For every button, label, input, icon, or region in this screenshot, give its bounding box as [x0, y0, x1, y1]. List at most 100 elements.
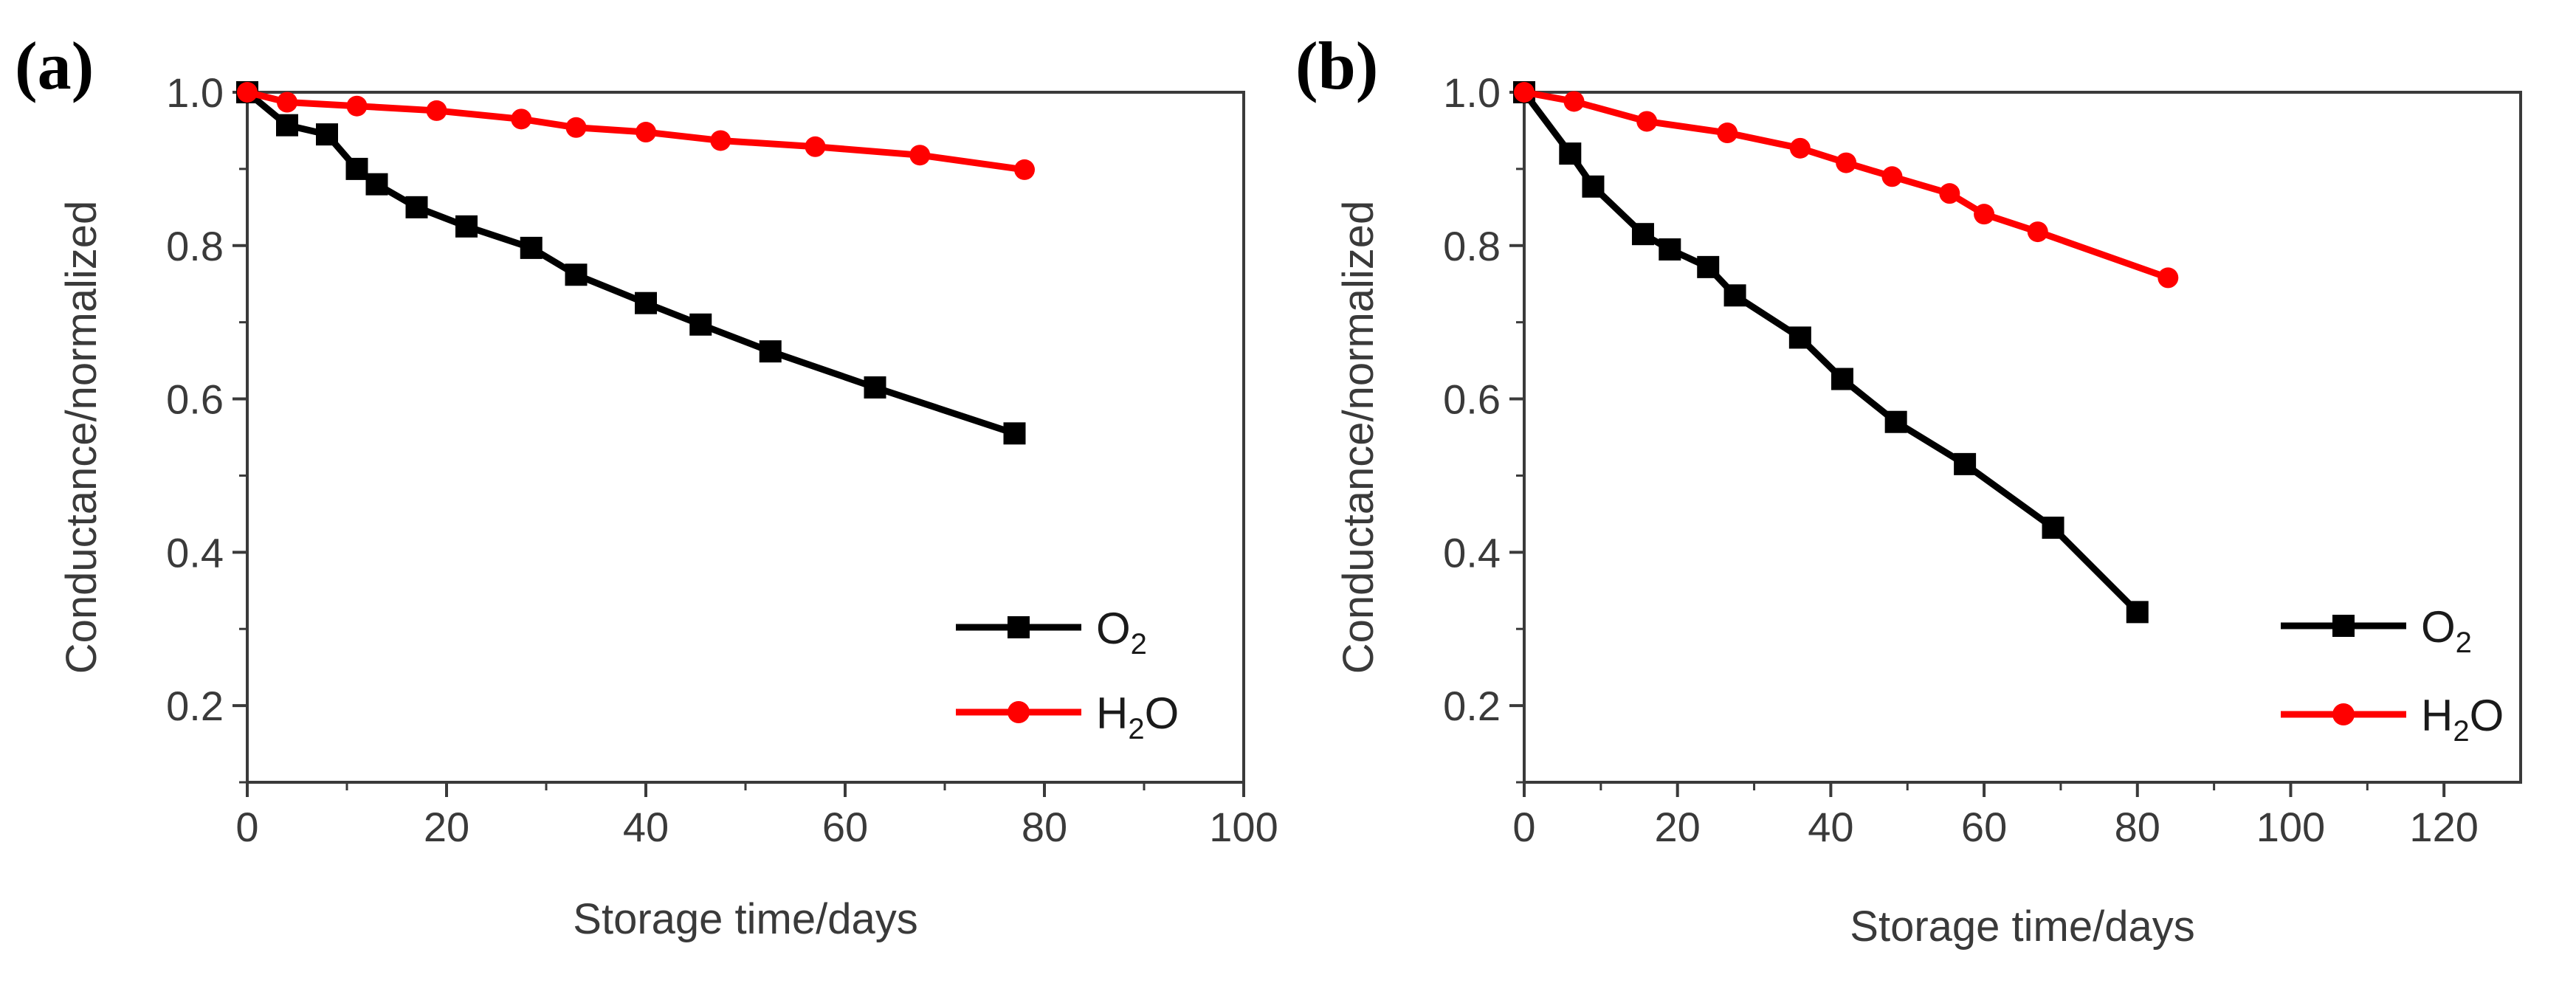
x-tick-label: 60 [822, 804, 868, 850]
legend-marker-h2o [1008, 701, 1030, 723]
legend-legend-tail: O [1145, 689, 1179, 738]
chart-panel-b: (b) 0 20 40 60 80 100 120 0.2 0.4 0.6 0.8 1.0 Storage… [1295, 28, 2522, 951]
data-point-o2 [1954, 452, 1977, 475]
data-point-h2o [1636, 111, 1658, 132]
data-point-h2o [636, 122, 656, 143]
data-point-o2 [759, 340, 782, 363]
data-point-h2o [1836, 152, 1857, 173]
legend-marker-o2 [1008, 616, 1030, 638]
chart-panel-a: (a) 0 20 40 60 80 100 0.2 0.4 0.6 0.8 1.0 Storage ti… [15, 28, 1278, 943]
y-tick-label: 0.4 [166, 529, 224, 576]
x-tick-label: 0 [235, 804, 258, 850]
x-axis-title: Storage time/days [573, 895, 917, 943]
data-point-h2o [1881, 166, 1903, 187]
data-point-o2 [1831, 368, 1853, 390]
panel-label: (b) [1295, 28, 1378, 103]
x-tick-label: 20 [424, 804, 469, 850]
data-point-h2o [1939, 183, 1960, 204]
y-tick-label: 0.2 [1443, 683, 1501, 729]
legend-label-h2o: H2O [1096, 689, 1179, 745]
data-point-h2o [805, 136, 826, 157]
x-tick-label: 0 [1512, 804, 1535, 850]
data-point-o2 [1723, 284, 1746, 307]
data-point-h2o [1014, 159, 1035, 180]
data-point-h2o [237, 82, 258, 103]
data-point-h2o [710, 130, 731, 151]
y-tick-label: 0.6 [166, 376, 224, 423]
series-o2 [236, 81, 1026, 445]
x-tick-label: 20 [1655, 804, 1701, 850]
y-tick-label: 1.0 [1443, 69, 1501, 116]
legend-label-o2: O2 [1096, 604, 1147, 660]
series-h2o [237, 82, 1035, 180]
y-tick-label: 0.8 [1443, 223, 1501, 269]
y-axis-title: Conductance/normalized [58, 201, 106, 675]
y-tick-label: 0.2 [166, 683, 224, 729]
data-point-o2 [405, 196, 428, 218]
data-point-h2o [346, 95, 368, 117]
data-point-h2o [1717, 123, 1738, 144]
x-tick-label: 40 [1808, 804, 1853, 850]
x-tick-label: 80 [1022, 804, 1067, 850]
data-point-o2 [1582, 175, 1605, 198]
data-point-o2 [345, 157, 368, 180]
data-point-h2o [2157, 267, 2179, 289]
series-line-o2 [245, 89, 1016, 437]
x-axis-title: Storage time/days [1850, 903, 2194, 951]
legend-marker-o2 [2332, 615, 2355, 637]
data-point-o2 [689, 313, 712, 336]
legend-legend-main: O [1096, 604, 1131, 653]
data-point-h2o [277, 92, 297, 113]
legend-legend-head: H [2421, 691, 2453, 740]
data-point-h2o [511, 108, 532, 130]
y-tick-label: 0.8 [166, 223, 224, 269]
x-tick-label: 120 [2409, 804, 2478, 850]
data-point-o2 [1697, 255, 1720, 278]
data-point-o2 [2042, 517, 2064, 539]
x-tick-label: 100 [2256, 804, 2325, 850]
data-point-h2o [1563, 91, 1585, 112]
y-tick-label: 0.4 [1443, 529, 1501, 576]
data-point-o2 [2126, 601, 2149, 624]
data-point-o2 [1003, 422, 1026, 445]
data-point-o2 [520, 236, 543, 259]
data-point-o2 [316, 123, 338, 146]
legend-label-o2: O2 [2421, 602, 2472, 659]
y-tick-label: 0.6 [1443, 376, 1501, 423]
data-point-o2 [1631, 223, 1654, 246]
data-point-h2o [2027, 221, 2048, 243]
data-point-h2o [909, 145, 931, 166]
legend-legend-sub: 2 [1128, 713, 1144, 745]
data-point-h2o [1514, 82, 1535, 103]
legend-legend-sub: 2 [1131, 628, 1147, 660]
data-point-o2 [455, 215, 478, 238]
series-line-h2o [1523, 89, 2169, 281]
data-point-h2o [1789, 137, 1811, 159]
legend-legend-sub: 2 [2453, 715, 2469, 748]
data-point-o2 [1559, 142, 1582, 165]
panel-label: (a) [15, 28, 94, 103]
data-point-o2 [276, 114, 298, 137]
data-point-o2 [365, 173, 388, 196]
legend-legend-sub: 2 [2456, 627, 2472, 659]
data-point-h2o [1974, 204, 1995, 225]
series-h2o [1514, 82, 2179, 289]
data-point-o2 [635, 292, 657, 314]
data-point-h2o [426, 100, 447, 121]
x-tick-label: 80 [2115, 804, 2160, 850]
legend-legend-head: H [1096, 689, 1128, 738]
data-point-o2 [864, 376, 886, 399]
x-tick-label: 60 [1961, 804, 2007, 850]
y-tick-label: 1.0 [166, 69, 224, 116]
legend-label-h2o: H2O [2421, 691, 2504, 748]
legend-marker-h2o [2332, 703, 2355, 725]
plot-frame [1523, 91, 2522, 784]
data-point-h2o [565, 117, 587, 138]
data-point-o2 [1659, 238, 1681, 261]
legend-legend-tail: O [2470, 691, 2504, 740]
x-tick-label: 100 [1209, 804, 1278, 850]
y-axis-title: Conductance/normalized [1335, 201, 1382, 675]
